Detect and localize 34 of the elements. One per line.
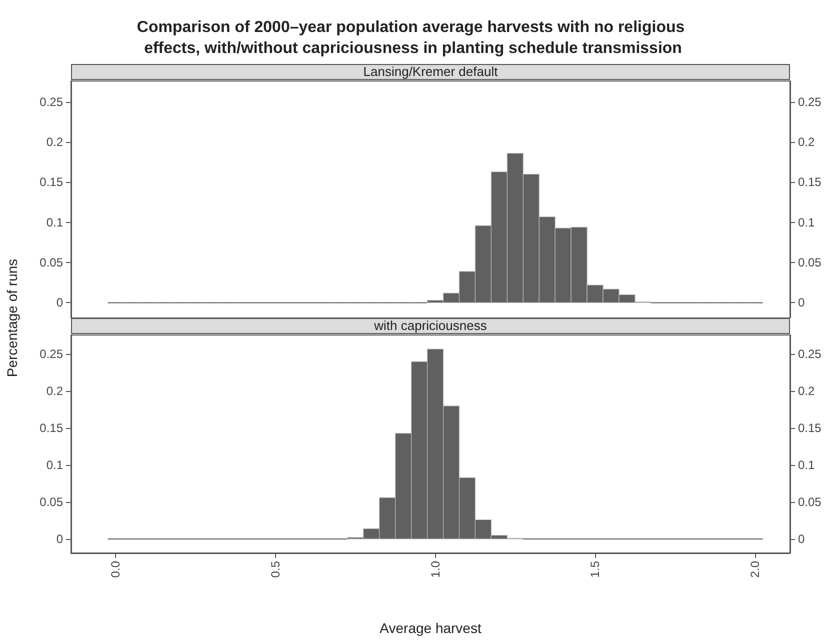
y2-tick-label: 0.15 [798,175,822,190]
y2-tick-label: 0 [798,532,805,546]
y2-tick-label: 0.05 [798,495,822,510]
x-tick-label: 1.0 [428,560,442,578]
y-tick-label: 0.25 [40,347,64,362]
y-tick-label: 0.1 [46,458,64,472]
y-tick-label: 0.05 [40,256,64,270]
y2-tick-label: 0.15 [798,421,822,436]
y-tick-label: 0.15 [40,175,64,190]
y-tick-label: 0.25 [40,94,64,109]
y2-tick-label: 0.25 [798,94,822,109]
y-tick-label: 0.2 [46,135,64,150]
x-tick-label: 1.5 [588,560,602,578]
y-tick-label: 0 [56,532,64,546]
panel-strip: Lansing/Kremer default [71,64,790,80]
y2-tick-label: 0.2 [798,384,816,398]
y-tick-label: 0.05 [40,495,64,510]
y2-tick-label: 0.1 [798,458,816,472]
y2-tick-label: 0.2 [798,135,816,150]
chart-title: Comparison of 2000–year population average harvests with no religious effects, with/without capriciousness in planting schedule transmission [136,19,690,57]
y2-tick-label: 0.1 [798,215,816,230]
x-tick-label: 0.5 [268,560,283,578]
y-tick-label: 0.2 [46,384,64,398]
y-axis-title: Percentage of runs [4,258,20,378]
y-tick-label: 0 [56,296,64,310]
panel-strip: with capriciousness [71,318,790,334]
y-tick-label: 0.15 [40,421,64,436]
y2-tick-label: 0.05 [798,256,822,270]
y-tick-label: 0.1 [46,215,64,230]
y2-tick-label: 0 [798,296,805,310]
x-tick-label: 2.0 [748,560,762,578]
x-tick-label: 0.0 [108,560,123,578]
x-axis-title: Average harvest [380,620,482,636]
y2-tick-label: 0.25 [798,347,822,362]
